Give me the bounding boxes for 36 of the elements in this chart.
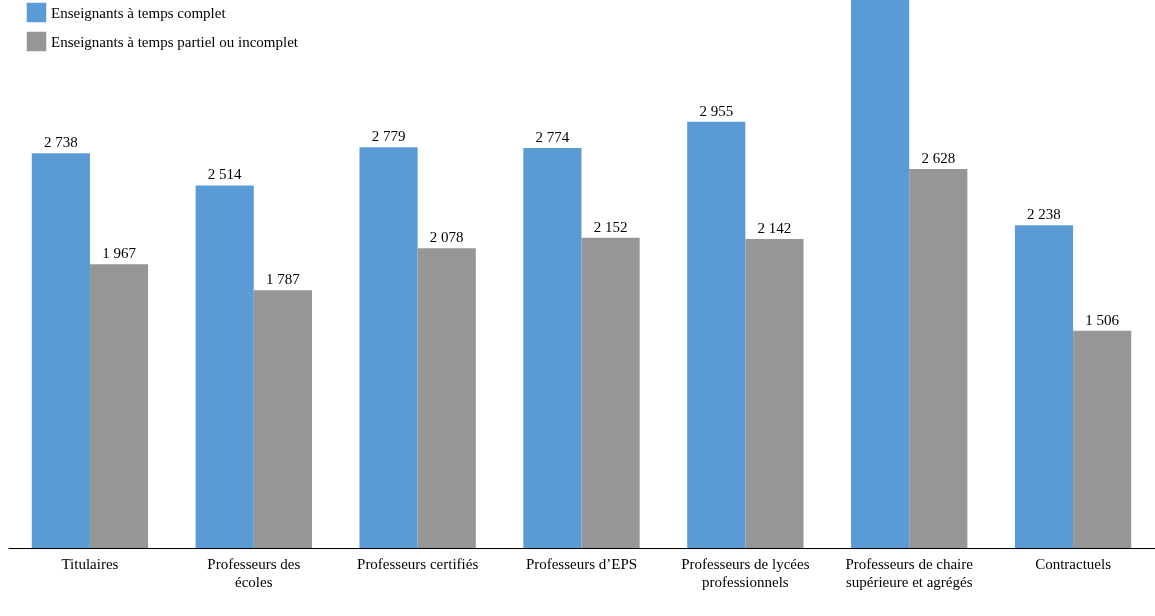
bar: [851, 0, 910, 548]
data-label: 1 967: [102, 245, 137, 262]
bar: [89, 264, 149, 548]
data-label: 2 738: [43, 134, 78, 151]
bar: [1014, 225, 1074, 548]
x-tick-label: Professeurs des écoles: [207, 555, 301, 590]
x-tick-label: Professeurs de chaire supérieure et agrégés: [845, 555, 974, 590]
bar: [745, 239, 804, 548]
data-label: 2 779: [371, 128, 406, 145]
x-tick-label: Professeurs certifiés: [357, 555, 479, 572]
bar: [581, 237, 640, 548]
x-tick-label: Professeurs d’EPS: [525, 555, 638, 572]
data-label: 2 152: [593, 218, 628, 235]
bar: [195, 185, 254, 548]
data-label: 2 955: [699, 102, 734, 119]
bar: [253, 290, 312, 548]
legend-label: Enseignants à temps partiel ou incomplet: [51, 33, 299, 50]
bar: [523, 147, 582, 548]
bar: [31, 153, 90, 548]
data-label: 2 628: [921, 150, 956, 167]
x-tick-label: Titulaires: [61, 555, 119, 572]
x-tick-label: Professeurs de lycées professionnels: [681, 555, 810, 590]
bar: [359, 147, 418, 548]
data-label: 2 774: [535, 128, 570, 145]
data-label: 2 238: [1027, 206, 1061, 223]
bar: [417, 248, 476, 548]
legend-label: Enseignants à temps complet: [51, 4, 227, 21]
data-label: 2 078: [429, 229, 464, 246]
data-label: 2 142: [757, 220, 792, 237]
bar: [687, 121, 746, 548]
bar: [1073, 330, 1132, 548]
data-label: 1 787: [266, 271, 301, 288]
data-label: 1 506: [1085, 311, 1120, 328]
x-tick-label: Contractuels: [1035, 555, 1112, 572]
data-label: 2 514: [207, 166, 243, 183]
bar: [909, 169, 968, 548]
